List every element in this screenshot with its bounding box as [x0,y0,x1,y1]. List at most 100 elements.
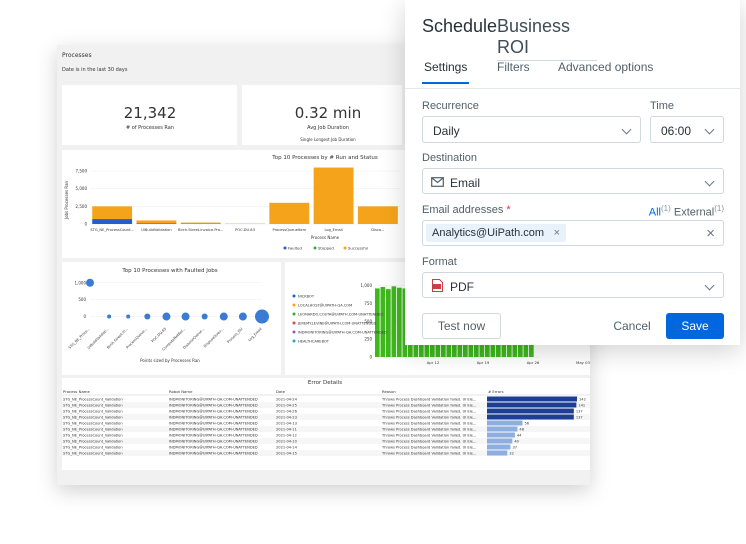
field-label: Destination [422,152,478,164]
y-tick-label: 250 [364,337,372,342]
legend-swatch [292,330,296,334]
y-axis-label: Jobs Processes Ran [64,180,69,220]
point [126,314,131,319]
bar-segment [357,206,398,224]
y-tick-label: 0 [84,222,87,227]
column-header: # Errors [488,389,504,394]
cell: 2021-04-12 [276,434,297,438]
error-bar [487,426,518,432]
cell: Throws Process Dashboard Validation fail… [381,404,476,408]
dashboard-title: Processes [62,52,92,59]
legend-swatch [292,303,296,307]
cell: INDMONITORING@UIPATH-QA.COM-UNATTENDED [169,410,258,414]
bar-segment [136,223,177,224]
chevron [704,280,715,291]
required-mark: * [506,204,511,216]
tab-indicator [422,82,469,84]
kpi-note: Single Longest Job Duration [300,137,356,142]
column-header: Date [276,389,286,394]
y-tick-label: 2,500 [76,204,88,209]
x-tick-label: Disco... [371,228,384,232]
cell: INDMONITORING@UIPATH-QA.COM-UNATTENDED [169,446,258,450]
tab[interactable]: Filters [497,60,530,74]
error-count: 141 [578,404,585,408]
row-stripe [62,450,590,456]
save-button[interactable]: Save [666,313,724,339]
chip-remove[interactable]: × [553,227,561,239]
kpi-value: 0.32 min [295,104,361,122]
error-count: 137 [576,416,583,420]
bar-segment [92,206,133,220]
y-tick-label: 500 [364,319,372,324]
email-input[interactable]: Analytics@UiPath.com × × [422,220,724,246]
cell: 2021-04-23 [276,416,297,420]
count: (1) [661,204,671,213]
column-header: Reason [382,389,396,394]
legend-swatch [292,294,296,298]
y-tick-label: 1,000 [361,283,373,288]
x-tick-label: May 03 [576,360,590,365]
y-tick-label: 0 [83,314,86,319]
cell: INDMONITORING@UIPATH-QA.COM-UNATTENDED [169,416,258,420]
cell: 2021-04-15 [276,452,297,456]
format-select[interactable]: PDF [422,272,724,298]
bar [386,289,391,357]
filter-external[interactable]: External [673,206,715,219]
cell: INDMONITORING@UIPATH-QA.COM-UNATTENDED [169,440,258,444]
point [181,312,190,321]
error-bar [487,420,523,426]
point [201,313,208,320]
bar [380,287,386,357]
chip-text: Analytics@UiPath.com [432,227,545,239]
legend-label: LEONARDO.COSTA@UIPATH.COM-UNATTENDED [298,313,383,317]
error-bar [487,432,515,438]
legend-label: Stopped [318,246,334,251]
x-tick-label: Log_Email [324,228,342,232]
field-label: Recurrence [422,100,479,112]
chart-title: Top 10 Processes with Faulted Jobs [121,268,217,274]
error-count: 137 [576,410,583,414]
cell: STG_NE_ProcessCount_Validation [63,416,123,420]
report-name[interactable]: Business ROI [497,16,597,61]
legend-swatch [292,339,296,343]
time-select[interactable]: 06:00 [650,116,724,143]
bar-segment [180,222,221,224]
kpi-value: 21,342 [124,104,177,122]
recurrence-select[interactable]: Daily [422,116,641,143]
x-tick-label: Apr 12 [427,360,440,365]
row-stripe [62,438,590,444]
tab[interactable]: Advanced options [558,60,654,74]
filter-all[interactable]: All [648,206,662,219]
cell: INDMONITORING@UIPATH-QA.COM-UNATTENDED [169,422,258,426]
bar [397,287,402,357]
error-bar [487,438,513,444]
cell: INDMONITORING@UIPATH-QA.COM-UNATTENDED [169,404,258,408]
error-count: 48 [519,428,524,432]
tab-active[interactable]: Settings [424,60,468,74]
y-tick-label: 1,000 [75,280,87,285]
cell: INDMONITORING@UIPATH-QA.COM-UNATTENDED [169,452,258,456]
cell: 2021-04-25 [276,404,297,408]
dashboard-subtitle: Date is in the last 30 days [62,67,128,73]
clear-icon[interactable]: × [706,225,715,242]
email-filters: All(1) External(1) [649,204,724,219]
point [144,313,151,320]
cancel-button[interactable]: Cancel [613,319,651,333]
destination-select[interactable]: Email [422,168,724,194]
cell: STG_NE_ProcessCount_Validation [63,434,123,438]
error-bar [487,396,577,402]
legend-swatch [292,312,296,316]
y-tick-label: 7,500 [76,169,88,174]
cell: STG_NE_ProcessCount_Validation [63,410,123,414]
cell: 2021-04-10 [276,440,298,444]
cell: INDMONITORING@UIPATH-QA.COM-UNATTENDED [169,428,258,432]
email-chip[interactable]: Analytics@UiPath.com × [426,224,567,242]
cell: 2021-04-26 [276,410,298,414]
chevron [704,176,715,187]
select-value: 06:00 [661,124,692,138]
legend-swatch [313,246,317,250]
cell: Throws Process Dashboard Validation fail… [381,416,476,420]
test-button[interactable]: Test now [422,313,501,339]
point [219,312,228,321]
